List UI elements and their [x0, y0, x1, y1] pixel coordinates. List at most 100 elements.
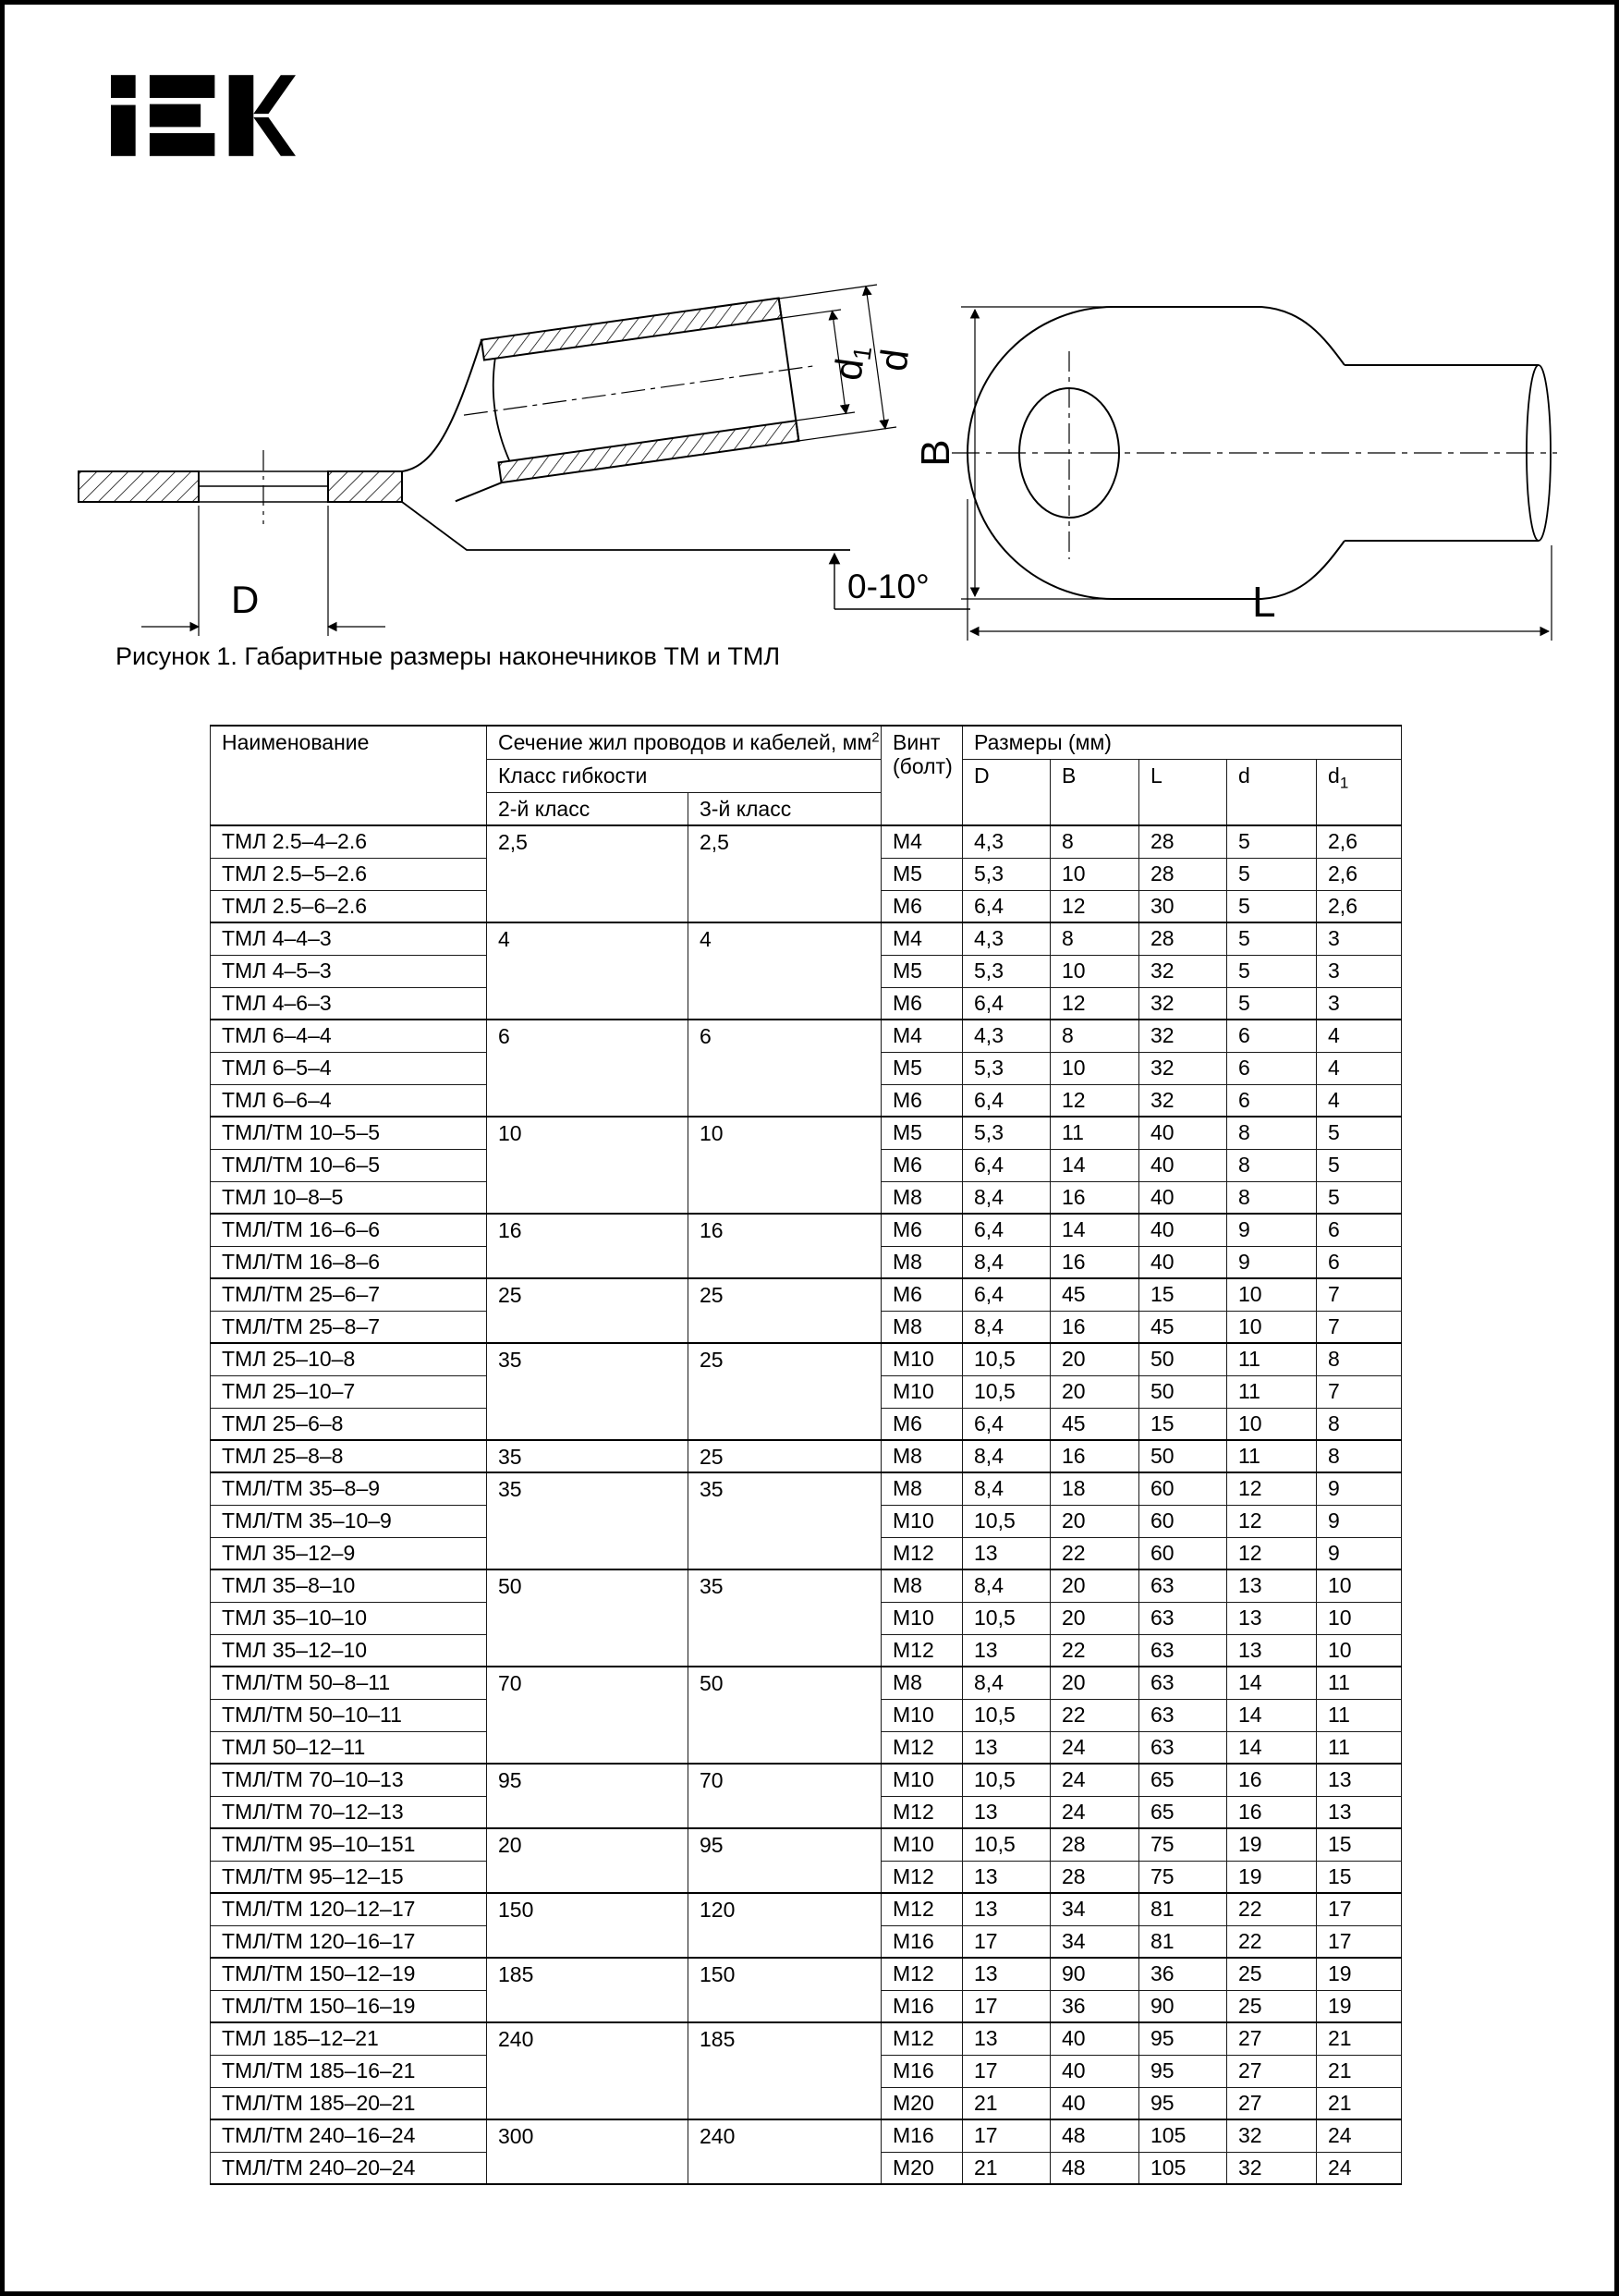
- table-cell: 185: [486, 1957, 688, 2023]
- table-cell: ТМЛ/ТМ 185–16–21: [210, 2054, 487, 2088]
- table-cell: 13: [962, 1957, 1052, 1991]
- table-cell: 28: [1050, 1827, 1140, 1862]
- side-view-drawing: [78, 284, 970, 636]
- table-cell: 5: [1226, 889, 1318, 923]
- dim-d: [778, 284, 897, 442]
- table-cell: 25: [687, 1439, 883, 1473]
- bottom-reference-line: [401, 501, 850, 551]
- table-cell: M20: [881, 2151, 964, 2185]
- table-cell: 8,4: [962, 1439, 1052, 1473]
- table-cell: 6,4: [962, 1407, 1052, 1441]
- table-cell: M4: [881, 922, 964, 956]
- table-cell: M8: [881, 1310, 964, 1344]
- figure-drawings: D d1 d 0-10°: [78, 284, 1557, 641]
- table-cell: 3: [1316, 986, 1403, 1020]
- table-cell: ТМЛ 6–6–4: [210, 1083, 487, 1117]
- table-row: ТМЛ/ТМ 240–20–24 M20 21 48 105 32 24: [210, 2151, 1403, 2185]
- table-cell: 40: [1138, 1148, 1228, 1182]
- table-cell: 9: [1316, 1536, 1403, 1570]
- table-row: ТМЛ/ТМ 10–6–5 M6 6,4 14 40 8 5: [210, 1148, 1403, 1182]
- dim-angle: [828, 552, 970, 610]
- table-cell: 20: [1050, 1374, 1140, 1409]
- table-cell: 5: [1226, 824, 1318, 859]
- table-cell: 16: [687, 1213, 883, 1279]
- table-cell: M8: [881, 1180, 964, 1215]
- table-cell: 5,3: [962, 954, 1052, 988]
- table-cell: 32: [1226, 2151, 1318, 2185]
- table-cell: 16: [1050, 1180, 1140, 1215]
- table-row: ТМЛ/ТМ 95–12–15 M12 13 28 75 19 15: [210, 1860, 1403, 1894]
- col-header-class3: 3-й класс: [687, 791, 883, 826]
- col-header-B: B: [1050, 758, 1140, 826]
- table-row: ТМЛ 35–8–10 50 35 M8 8,4 20 63 13 10: [210, 1569, 1403, 1667]
- table-cell: 13: [962, 1633, 1052, 1667]
- table-row: ТМЛ 25–10–8 35 25 M10 10,5 20 50 11 8: [210, 1342, 1403, 1441]
- table-cell: 6: [1316, 1213, 1403, 1247]
- table-cell: 12: [1226, 1472, 1318, 1506]
- table-cell: 5,3: [962, 1116, 1052, 1150]
- table-cell: 27: [1226, 2054, 1318, 2088]
- table-cell: 8,4: [962, 1180, 1052, 1215]
- table-cell: 12: [1050, 986, 1140, 1020]
- table-cell: 11: [1316, 1698, 1403, 1732]
- table-cell: 48: [1050, 2119, 1140, 2153]
- table-cell: 17: [1316, 1924, 1403, 1959]
- table-cell: M12: [881, 1536, 964, 1570]
- table-cell: M8: [881, 1569, 964, 1603]
- table-cell: ТМЛ/ТМ 25–8–7: [210, 1310, 487, 1344]
- table-cell: ТМЛ/ТМ 150–12–19: [210, 1957, 487, 1991]
- table-cell: 70: [687, 1763, 883, 1829]
- table-row: ТМЛ/ТМ 35–8–9 35 35 M8 8,4 18 60 12 9: [210, 1472, 1403, 1570]
- table-cell: 17: [962, 2054, 1052, 2088]
- table-row: ТМЛ/ТМ 185–16–21 M16 17 40 95 27 21: [210, 2054, 1403, 2088]
- table-cell: 5: [1316, 1116, 1403, 1150]
- table-cell: ТМЛ/ТМ 50–8–11: [210, 1666, 487, 1700]
- table-cell: 16: [1050, 1245, 1140, 1279]
- table-cell: 11: [1316, 1730, 1403, 1765]
- table-cell: ТМЛ/ТМ 16–6–6: [210, 1213, 487, 1247]
- table-cell: 24: [1316, 2151, 1403, 2185]
- table-cell: 48: [1050, 2151, 1140, 2185]
- table-cell: 2,6: [1316, 857, 1403, 891]
- table-cell: M6: [881, 889, 964, 923]
- table-cell: 32: [1138, 986, 1228, 1020]
- table-cell: M16: [881, 1924, 964, 1959]
- label-width: B: [913, 439, 958, 466]
- table-cell: 40: [1138, 1116, 1228, 1150]
- table-cell: 10,5: [962, 1601, 1052, 1635]
- table-cell: 20: [486, 1827, 688, 1894]
- table-cell: 2,5: [486, 824, 688, 923]
- table-cell: 7: [1316, 1277, 1403, 1312]
- table-row: ТМЛ/ТМ 16–6–6 16 16 M6 6,4 14 40 9 6: [210, 1213, 1403, 1279]
- table-row: ТМЛ 4–6–3 M6 6,4 12 32 5 3: [210, 986, 1403, 1020]
- table-cell: 16: [1226, 1795, 1318, 1829]
- table-cell: 6,4: [962, 1083, 1052, 1117]
- table-cell: 240: [687, 2119, 883, 2185]
- table-cell: 40: [1050, 2086, 1140, 2120]
- table-cell: 7: [1316, 1310, 1403, 1344]
- table-cell: 20: [1050, 1666, 1140, 1700]
- table-row: ТМЛ/ТМ 16–8–6 M8 8,4 16 40 9 6: [210, 1245, 1403, 1279]
- table-cell: ТМЛ/ТМ 95–10–151: [210, 1827, 487, 1862]
- dim-L: [967, 499, 1552, 641]
- table-cell: ТМЛ/ТМ 50–10–11: [210, 1698, 487, 1732]
- table-cell: ТМЛ 185–12–21: [210, 2021, 487, 2056]
- table-cell: 6,4: [962, 1213, 1052, 1247]
- table-cell: 240: [486, 2021, 688, 2120]
- dim-B: [961, 306, 1112, 600]
- table-cell: 8: [1050, 922, 1140, 956]
- table-cell: 13: [962, 1536, 1052, 1570]
- table-cell: 4: [1316, 1019, 1403, 1053]
- table-cell: 20: [1050, 1504, 1140, 1538]
- shoulder-curve: [401, 339, 482, 472]
- table-cell: ТМЛ 35–12–10: [210, 1633, 487, 1667]
- table-cell: ТМЛ/ТМ 240–20–24: [210, 2151, 487, 2185]
- table-row: ТМЛ/ТМ 25–6–7 25 25 M6 6,4 45 15 10 7: [210, 1277, 1403, 1344]
- table-cell: 120: [687, 1892, 883, 1959]
- table-cell: M5: [881, 857, 964, 891]
- table-cell: ТМЛ/ТМ 25–6–7: [210, 1277, 487, 1312]
- table-cell: 10,5: [962, 1342, 1052, 1376]
- table-cell: 22: [1050, 1633, 1140, 1667]
- table-row: ТМЛ/ТМ 35–10–9 M10 10,5 20 60 12 9: [210, 1504, 1403, 1538]
- table-cell: 2,6: [1316, 824, 1403, 859]
